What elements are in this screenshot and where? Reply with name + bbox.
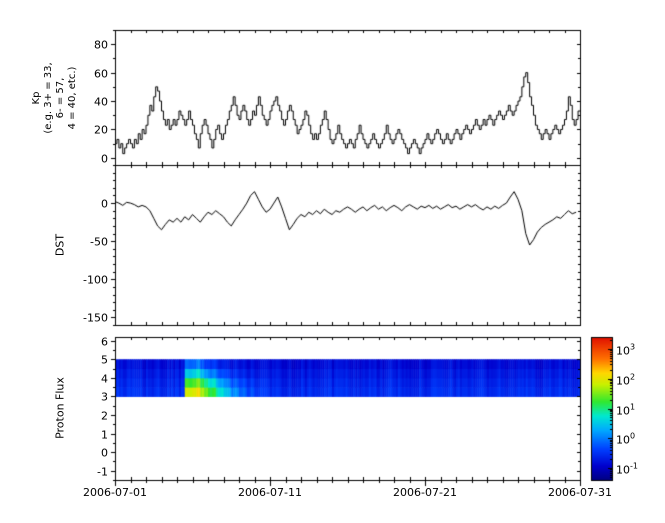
x-tick-label-4: 2006-07-31 xyxy=(548,486,612,499)
x-tick-label-3: 2006-07-21 xyxy=(393,486,457,499)
x-tick-label-1: 2006-07-01 xyxy=(83,486,147,499)
kp-axis-title-line-1: Kp xyxy=(31,91,42,105)
kp-axis-title-line-4: 4 = 40, etc.) xyxy=(67,66,78,130)
kp-axis-title-line-2: (e.g. 3+ = 33, xyxy=(43,62,54,134)
kp-axis-title-line-3: 6- = 57, xyxy=(55,77,66,119)
x-tick-label-2: 2006-07-11 xyxy=(238,486,302,499)
